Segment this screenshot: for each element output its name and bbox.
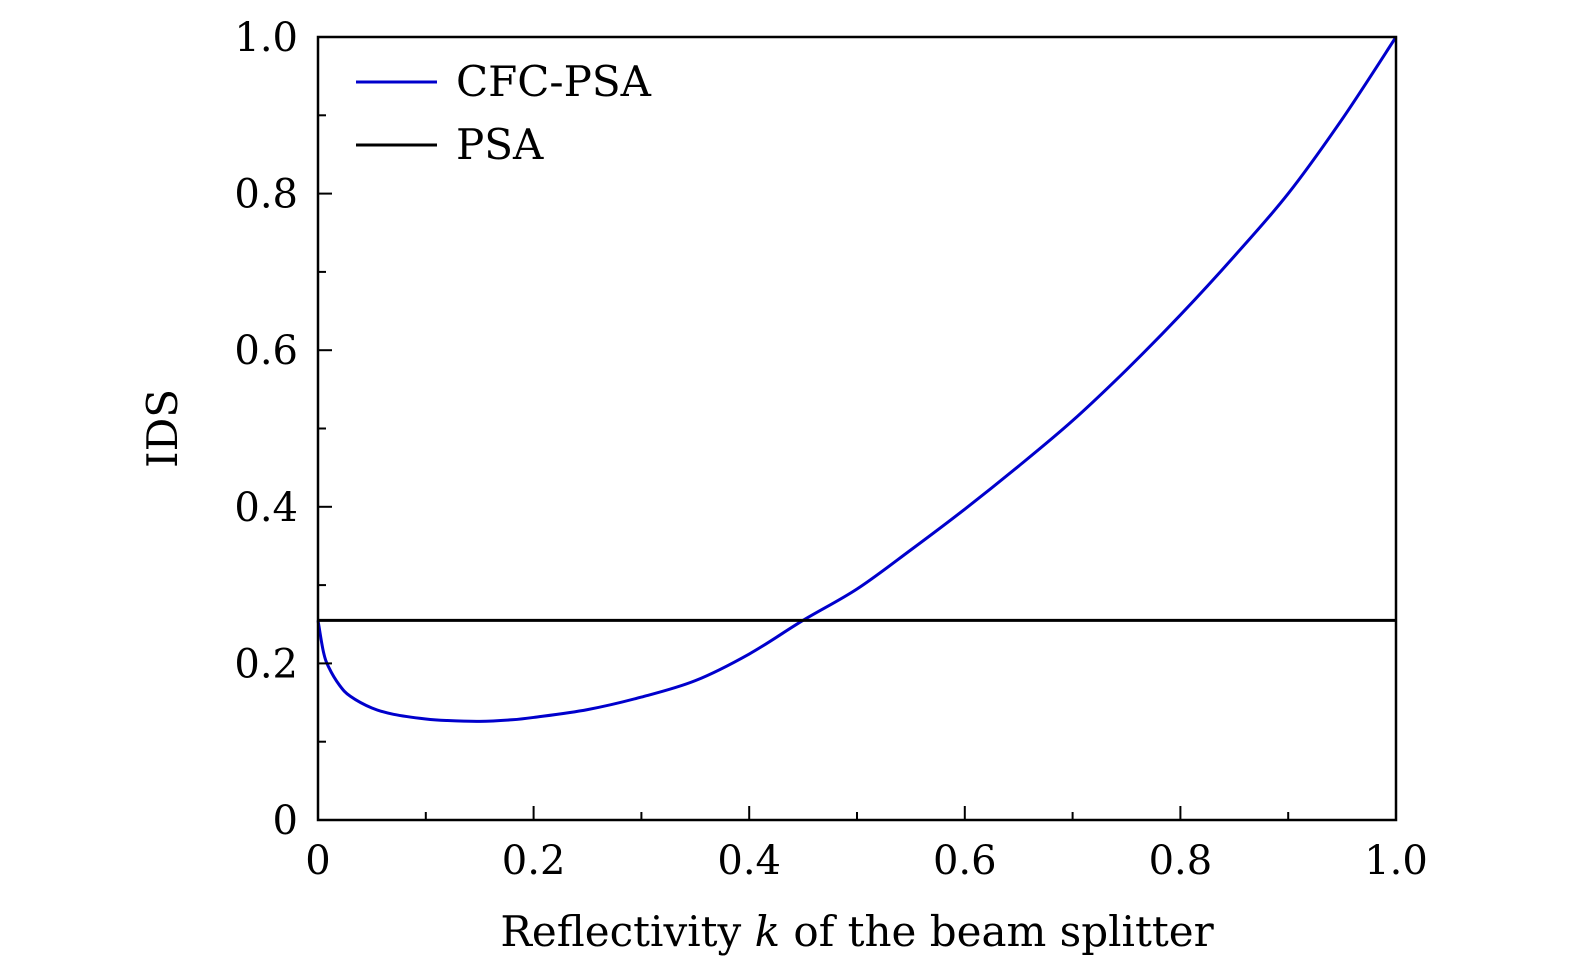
y-axis-title: IDS (138, 389, 187, 468)
legend-label: CFC-PSA (456, 57, 652, 106)
x-axis-title-part-2: of the beam splitter (780, 907, 1215, 956)
legend-label: PSA (456, 120, 544, 169)
legend: CFC-PSA PSA (356, 57, 652, 169)
x-tick-label: 1.0 (1364, 838, 1428, 884)
x-tick-label: 0.6 (933, 838, 997, 884)
tick-labels-layer: 0 0.2 0.4 0.6 0.8 1.0 0 0.2 0.4 0.6 0.8 1.0 (234, 15, 1427, 884)
x-axis-title-part-1: Reflectivity (500, 907, 754, 956)
y-tick-label: 0.4 (234, 485, 298, 531)
x-tick-label: 0 (305, 838, 330, 884)
series-line-cfc-psa (316, 36, 1398, 723)
x-tick-label: 0.2 (502, 838, 566, 884)
x-tick-label: 0.4 (717, 838, 781, 884)
x-axis-title-variable: k (755, 907, 780, 956)
y-tick-label: 0.6 (234, 328, 298, 374)
y-tick-label: 0.8 (234, 172, 298, 218)
x-axis-title: Reflectivity k of the beam splitter (500, 907, 1214, 956)
y-tick-label: 0 (273, 798, 298, 844)
series-layer (316, 36, 1398, 723)
x-tick-label: 0.8 (1149, 838, 1213, 884)
y-tick-label: 1.0 (234, 15, 298, 61)
y-tick-label: 0.2 (234, 641, 298, 687)
ticks-layer (317, 36, 1397, 821)
